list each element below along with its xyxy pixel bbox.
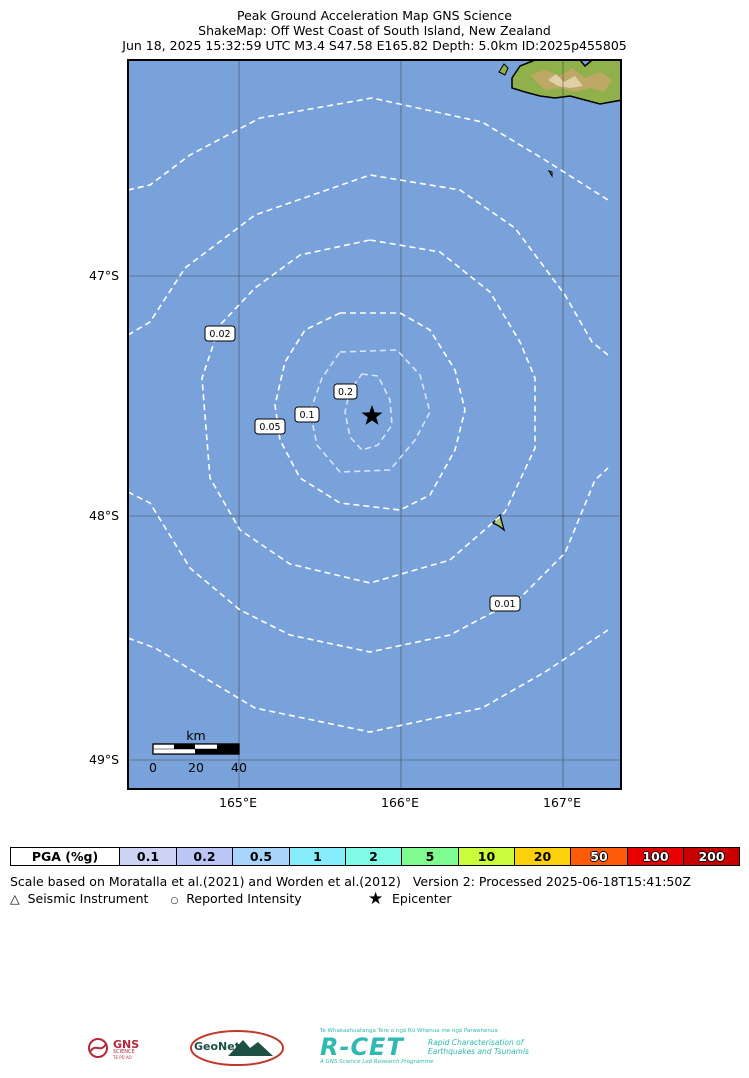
pga-legend: PGA (%g) 0.1 0.2 0.5 1 2 5 10 20 50 100 …	[10, 847, 740, 866]
gns-emblem-icon	[88, 1038, 108, 1058]
triangle-icon: △	[10, 891, 20, 906]
lon-label: 165°E	[219, 795, 258, 810]
scale-note: Scale based on Moratalla et al.(2021) an…	[10, 874, 691, 889]
gns-logo: GNS SCIENCE TE PŪ AO	[86, 1036, 146, 1062]
contour-label: 0.01	[489, 595, 521, 612]
legend-bin: 100	[627, 848, 683, 865]
contour-label-text: 0.02	[209, 329, 230, 340]
lat-label: 49°S	[89, 752, 120, 767]
epicenter-label: Epicenter	[392, 891, 452, 906]
scale-bar: km 0 20 40	[149, 728, 247, 775]
rcet-logo: Te Whakaahuatanga Tere o ngā Rū Whenua m…	[320, 1028, 529, 1065]
event-info: Jun 18, 2025 15:32:59 UTC M3.4 S47.58 E1…	[122, 38, 627, 53]
scale-tick: 40	[231, 760, 247, 775]
seismic-instrument-label: Seismic Instrument	[27, 891, 149, 906]
legend-bin: 1	[289, 848, 345, 865]
geonet-logo: GeoNet	[188, 1028, 286, 1068]
scale-tick: 20	[188, 760, 204, 775]
legend-bin: 0.2	[176, 848, 232, 865]
version-note: Version 2: Processed 2025-06-18T15:41:50…	[412, 874, 691, 889]
contour-label: 0.05	[254, 418, 286, 435]
legend-bin: 0.5	[232, 848, 289, 865]
islet	[498, 63, 509, 76]
legend-bin: 20	[514, 848, 570, 865]
symbol-legend: △ Seismic Instrument ○ Reported Intensit…	[10, 889, 610, 909]
legend-bin: 10	[458, 848, 514, 865]
legend-bin: 2	[345, 848, 401, 865]
legend-bin: 0.1	[119, 848, 176, 865]
legend-bin: 5	[401, 848, 458, 865]
epicenter-star-icon	[361, 405, 383, 425]
legend-bin: 50	[570, 848, 627, 865]
scale-bar-unit: km	[186, 728, 205, 743]
map-subtitle: ShakeMap: Off West Coast of South Island…	[198, 23, 551, 38]
shakemap: 0.02 0.2 0.1 0.05 0.01 km 0 20 40	[127, 59, 622, 790]
reported-intensity-label: Reported Intensity	[186, 891, 302, 906]
lon-label: 167°E	[543, 795, 582, 810]
contour-label-text: 0.2	[338, 387, 353, 398]
contour-label: 0.1	[294, 406, 320, 423]
contour-label: 0.02	[204, 325, 236, 342]
lon-label: 166°E	[381, 795, 420, 810]
map-title: Peak Ground Acceleration Map GNS Science	[236, 8, 512, 23]
star-icon: ★	[368, 889, 384, 909]
circle-icon: ○	[170, 896, 179, 906]
contour-label-text: 0.05	[259, 422, 280, 433]
contour-label: 0.2	[333, 383, 358, 400]
lat-label: 48°S	[89, 508, 120, 523]
scale-tick: 0	[149, 760, 157, 775]
lat-label: 47°S	[89, 268, 120, 283]
legend-bin: 200	[683, 848, 739, 865]
contour-label-text: 0.01	[494, 599, 515, 610]
ocean	[128, 60, 621, 789]
legend-header: PGA (%g)	[11, 848, 119, 865]
islet	[547, 170, 553, 178]
contour-label-text: 0.1	[299, 410, 314, 421]
